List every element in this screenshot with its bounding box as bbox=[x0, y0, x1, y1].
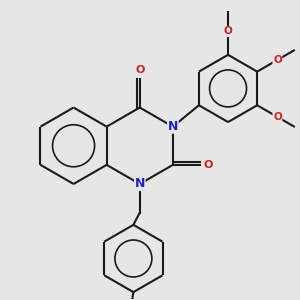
Text: O: O bbox=[273, 112, 282, 122]
Text: N: N bbox=[168, 120, 178, 133]
Text: O: O bbox=[203, 160, 212, 170]
Text: O: O bbox=[273, 55, 282, 65]
Text: N: N bbox=[135, 178, 145, 190]
Text: O: O bbox=[224, 26, 233, 37]
Text: O: O bbox=[135, 65, 144, 76]
